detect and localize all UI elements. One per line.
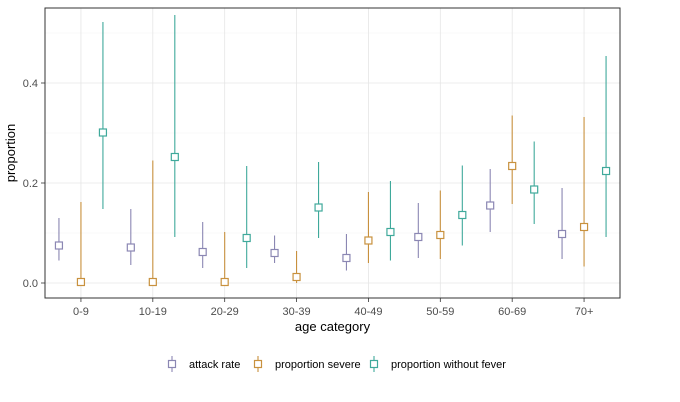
data-layer [54,15,611,287]
x-axis-title: age category [295,319,371,334]
x-tick-label: 60-69 [498,306,526,318]
data-point [601,166,611,176]
data-point [242,233,251,243]
axes: 0.0 0.2 0.4 0-9 10-19 20-29 30-39 40-49 50-59 60-… [23,78,594,318]
y-tick-label: 0.2 [23,178,38,190]
x-tick-label: 30-39 [282,306,310,318]
data-point [170,152,179,162]
data-point [436,230,445,240]
legend-key-point [253,359,263,369]
data-point [364,236,373,245]
data-point [126,243,135,252]
y-tick-label: 0.0 [23,278,38,290]
data-point [486,201,495,210]
y-tick-label: 0.4 [23,78,38,90]
legend: attack rate proportion severe proportion w… [167,356,506,372]
data-point [458,210,467,220]
data-point [508,161,517,171]
x-tick-label: 10-19 [139,306,167,318]
plot-panel-border [44,7,621,299]
legend-key-point [167,359,177,369]
data-point [579,222,589,232]
x-tick-label: 50-59 [426,306,454,318]
data-point [76,277,86,287]
data-point [557,229,567,239]
legend-key-point [369,359,379,369]
x-tick-label: 70+ [575,306,594,318]
data-point [414,232,423,242]
data-point [292,272,301,282]
data-point [342,253,351,263]
data-point [386,227,395,237]
legend-label: proportion without fever [391,359,506,371]
data-point [54,241,64,250]
data-point [530,185,539,194]
y-axis-title: proportion [3,124,18,183]
x-tick-label: 20-29 [211,306,239,318]
legend-label: attack rate [189,359,240,371]
x-tick-label: 40-49 [354,306,382,318]
x-tick-label: 0-9 [73,306,89,318]
legend-label: proportion severe [275,359,361,371]
data-point [148,277,157,287]
data-point [314,203,323,212]
data-point [270,248,279,258]
data-point [98,128,108,137]
data-point [198,247,207,257]
data-point [220,277,229,287]
